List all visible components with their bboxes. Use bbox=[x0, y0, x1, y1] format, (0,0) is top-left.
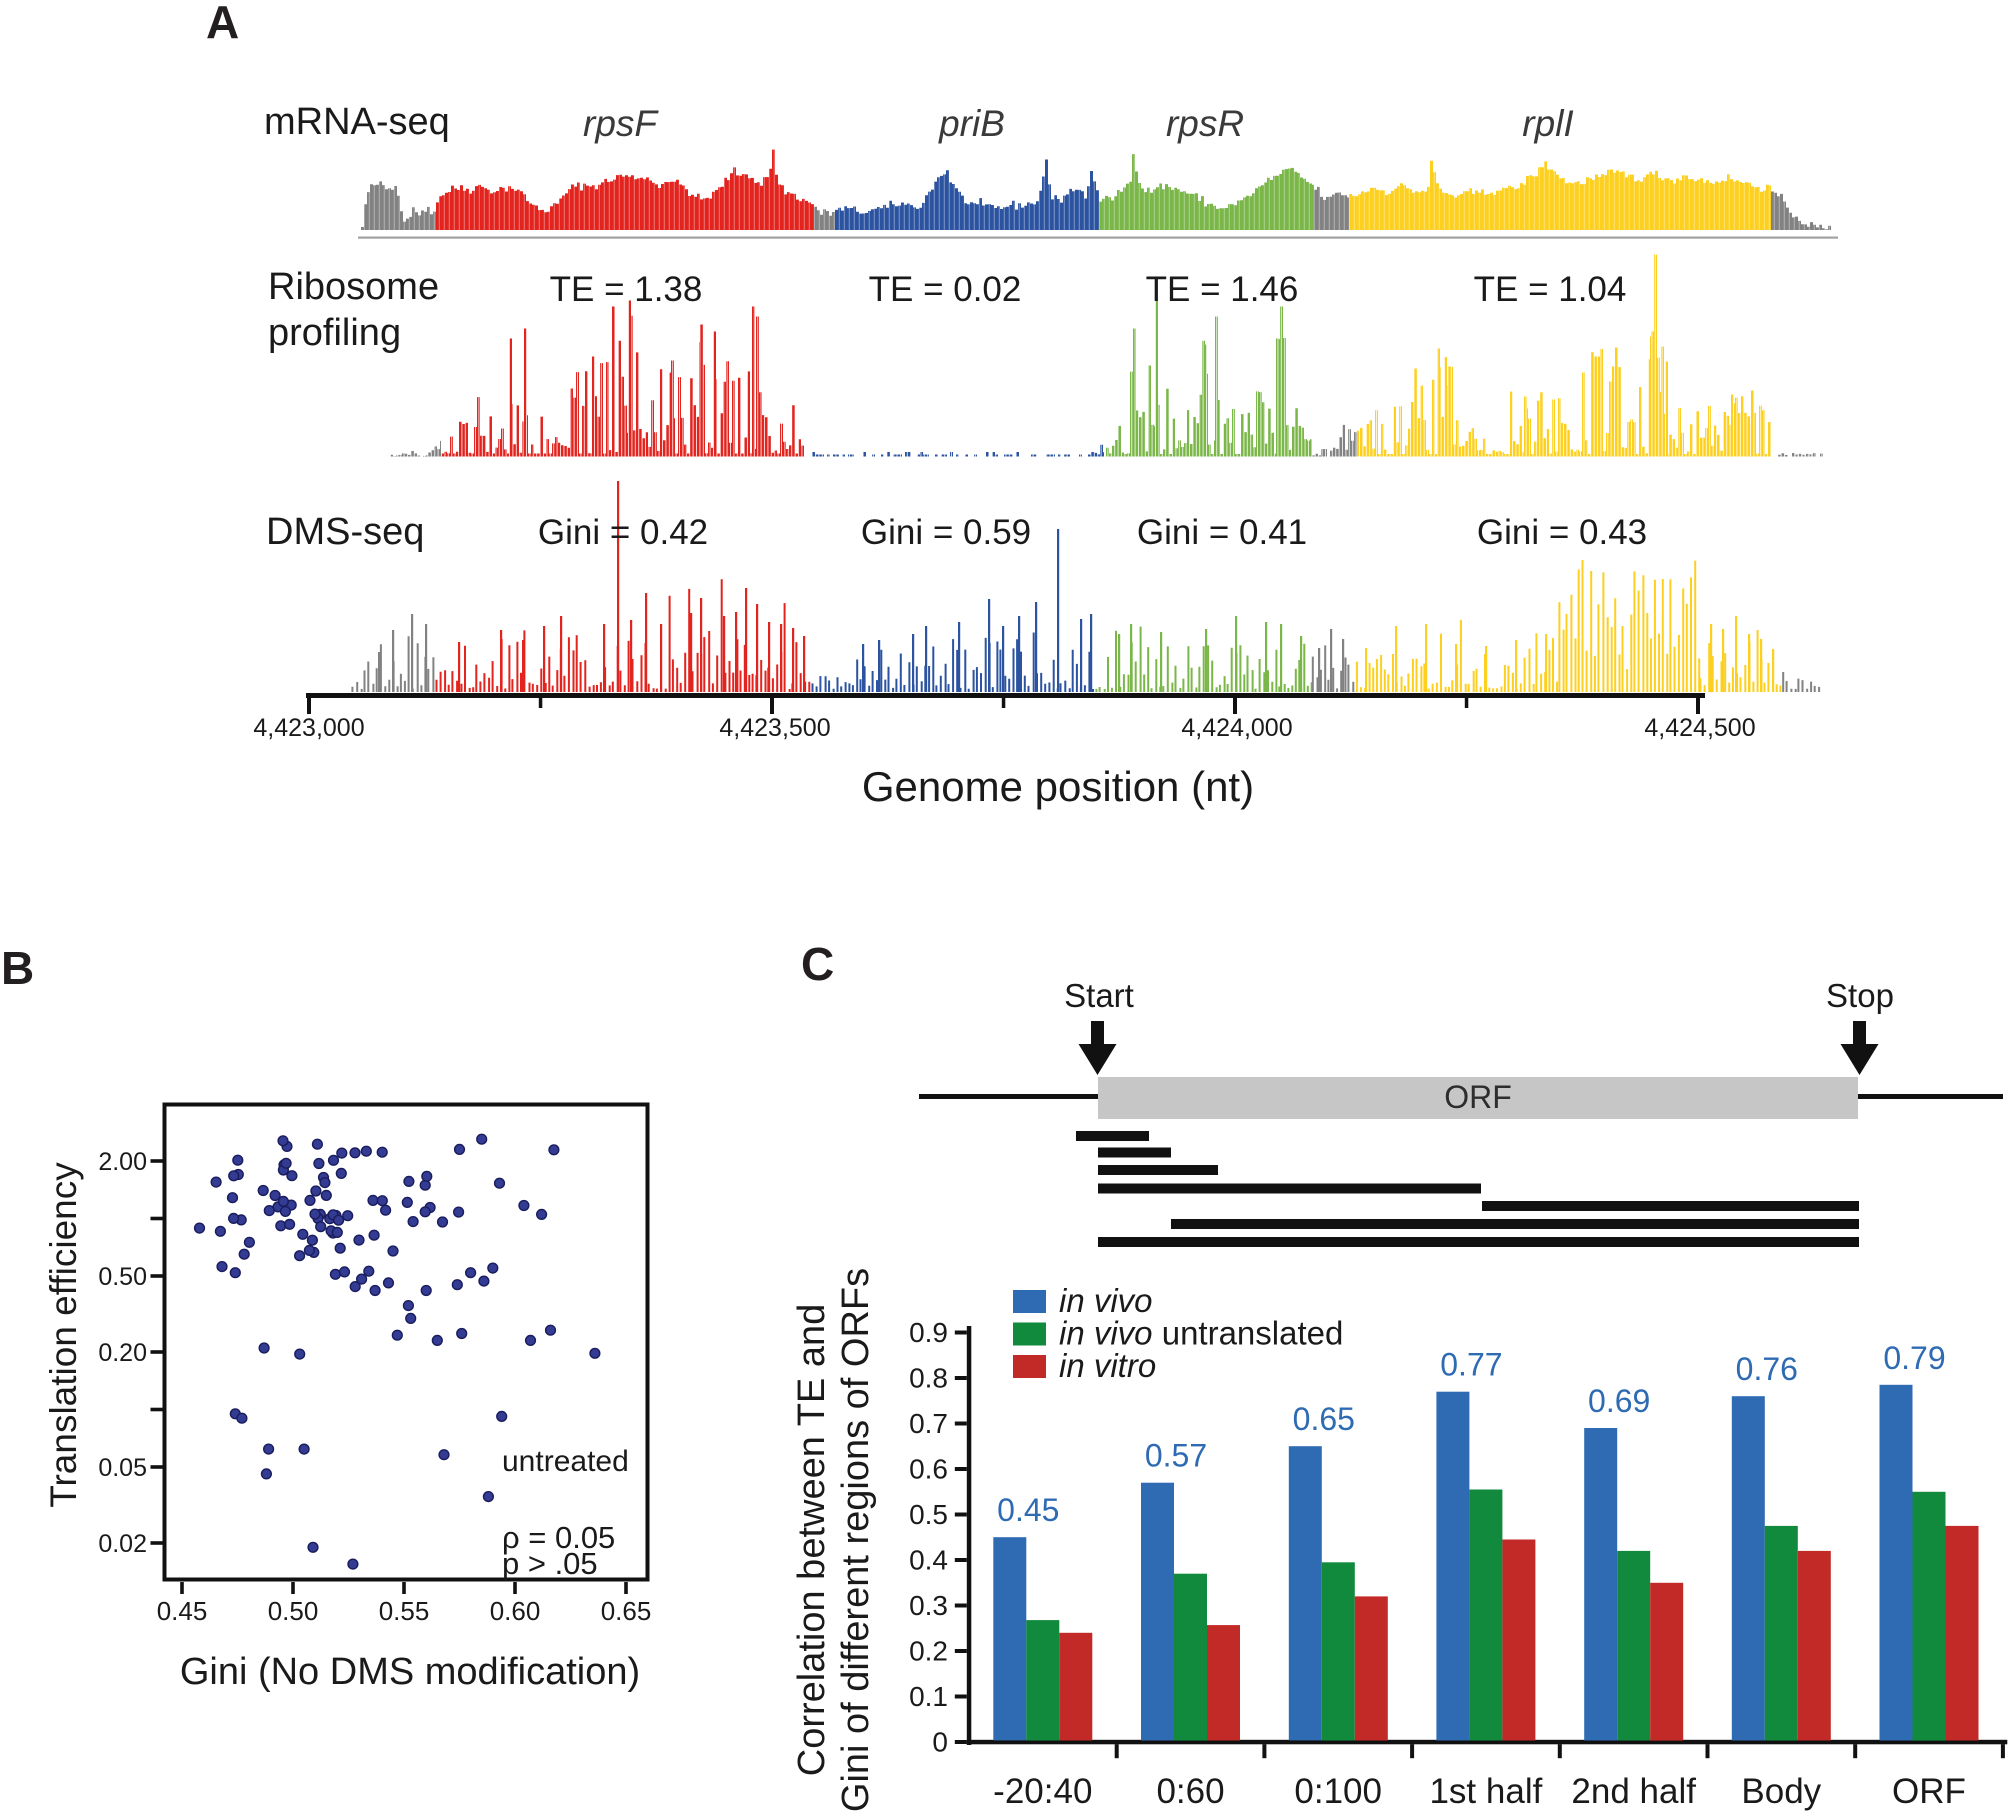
svg-text:rpsF: rpsF bbox=[583, 103, 659, 144]
svg-text:0.57: 0.57 bbox=[1145, 1438, 1207, 1474]
svg-text:0.77: 0.77 bbox=[1440, 1347, 1502, 1383]
svg-text:2.00: 2.00 bbox=[98, 1148, 147, 1176]
svg-text:4,423,500: 4,423,500 bbox=[719, 714, 830, 742]
svg-text:C: C bbox=[801, 938, 834, 990]
svg-text:Gini = 0.41: Gini = 0.41 bbox=[1137, 513, 1307, 552]
svg-text:0.02: 0.02 bbox=[98, 1530, 147, 1558]
svg-text:0.7: 0.7 bbox=[909, 1408, 948, 1439]
svg-text:0.8: 0.8 bbox=[909, 1363, 948, 1394]
svg-text:priB: priB bbox=[938, 103, 1005, 144]
svg-text:0.55: 0.55 bbox=[379, 1596, 430, 1626]
svg-text:in vivo untranslated: in vivo untranslated bbox=[1059, 1315, 1343, 1352]
svg-text:TE = 1.04: TE = 1.04 bbox=[1474, 270, 1627, 309]
svg-text:0.05: 0.05 bbox=[98, 1454, 147, 1482]
svg-text:mRNA-seq: mRNA-seq bbox=[264, 101, 450, 143]
svg-text:A: A bbox=[206, 0, 239, 48]
svg-text:in vitro: in vitro bbox=[1059, 1347, 1156, 1384]
svg-text:0: 0 bbox=[932, 1727, 948, 1758]
svg-text:rpsR: rpsR bbox=[1166, 103, 1244, 144]
svg-text:0.5: 0.5 bbox=[909, 1499, 948, 1530]
svg-text:rplI: rplI bbox=[1522, 103, 1573, 144]
svg-text:0.1: 0.1 bbox=[909, 1681, 948, 1712]
svg-text:TE = 0.02: TE = 0.02 bbox=[869, 270, 1022, 309]
svg-text:Genome position (nt): Genome position (nt) bbox=[862, 763, 1254, 810]
svg-text:Gini of different regions of O: Gini of different regions of ORFs bbox=[835, 1268, 877, 1812]
svg-text:ORF: ORF bbox=[1444, 1079, 1512, 1115]
svg-text:Gini = 0.43: Gini = 0.43 bbox=[1477, 513, 1647, 552]
svg-text:0.9: 0.9 bbox=[909, 1317, 948, 1348]
svg-text:TE = 1.46: TE = 1.46 bbox=[1146, 270, 1299, 309]
svg-text:untreated: untreated bbox=[502, 1445, 629, 1478]
svg-text:0.69: 0.69 bbox=[1588, 1383, 1650, 1419]
svg-text:0.2: 0.2 bbox=[909, 1636, 948, 1667]
svg-text:0.50: 0.50 bbox=[98, 1263, 147, 1291]
svg-text:Correlation between TE and: Correlation between TE and bbox=[791, 1304, 833, 1776]
svg-text:Translation efficiency: Translation efficiency bbox=[43, 1162, 84, 1508]
svg-text:Body: Body bbox=[1741, 1772, 1821, 1811]
svg-text:ρ = 0.05: ρ = 0.05 bbox=[502, 1520, 615, 1555]
svg-text:ORF: ORF bbox=[1892, 1772, 1966, 1811]
svg-text:Gini = 0.59: Gini = 0.59 bbox=[861, 513, 1031, 552]
svg-text:0.45: 0.45 bbox=[997, 1492, 1059, 1528]
svg-text:0.50: 0.50 bbox=[268, 1596, 319, 1626]
svg-text:4,424,500: 4,424,500 bbox=[1644, 714, 1755, 742]
svg-text:0.65: 0.65 bbox=[601, 1596, 652, 1626]
svg-text:0.76: 0.76 bbox=[1736, 1351, 1798, 1387]
svg-text:4,423,000: 4,423,000 bbox=[253, 714, 364, 742]
svg-text:Gini (No DMS modification): Gini (No DMS modification) bbox=[180, 1651, 640, 1693]
svg-text:Ribosome: Ribosome bbox=[268, 266, 439, 308]
svg-text:0.20: 0.20 bbox=[98, 1339, 147, 1367]
svg-text:0:60: 0:60 bbox=[1156, 1772, 1224, 1811]
svg-text:Gini = 0.42: Gini = 0.42 bbox=[538, 513, 708, 552]
svg-text:profiling: profiling bbox=[268, 312, 401, 354]
svg-text:p > .05: p > .05 bbox=[502, 1546, 598, 1581]
svg-text:0.60: 0.60 bbox=[490, 1596, 541, 1626]
svg-text:Start: Start bbox=[1064, 977, 1134, 1014]
svg-text:0.6: 0.6 bbox=[909, 1454, 948, 1485]
svg-text:0:100: 0:100 bbox=[1294, 1772, 1382, 1811]
svg-text:0.4: 0.4 bbox=[909, 1545, 948, 1576]
svg-text:2nd half: 2nd half bbox=[1571, 1772, 1696, 1811]
svg-text:-20:40: -20:40 bbox=[993, 1772, 1092, 1811]
svg-text:0.65: 0.65 bbox=[1293, 1401, 1355, 1437]
svg-text:1st half: 1st half bbox=[1429, 1772, 1542, 1811]
svg-text:in vivo: in vivo bbox=[1059, 1282, 1153, 1319]
svg-text:0.79: 0.79 bbox=[1883, 1340, 1945, 1376]
svg-text:Stop: Stop bbox=[1826, 977, 1894, 1014]
svg-text:4,424,000: 4,424,000 bbox=[1181, 714, 1292, 742]
svg-text:DMS-seq: DMS-seq bbox=[266, 511, 424, 553]
svg-text:0.45: 0.45 bbox=[157, 1596, 208, 1626]
svg-text:0.3: 0.3 bbox=[909, 1590, 948, 1621]
svg-text:TE = 1.38: TE = 1.38 bbox=[550, 270, 703, 309]
svg-text:B: B bbox=[1, 942, 34, 994]
